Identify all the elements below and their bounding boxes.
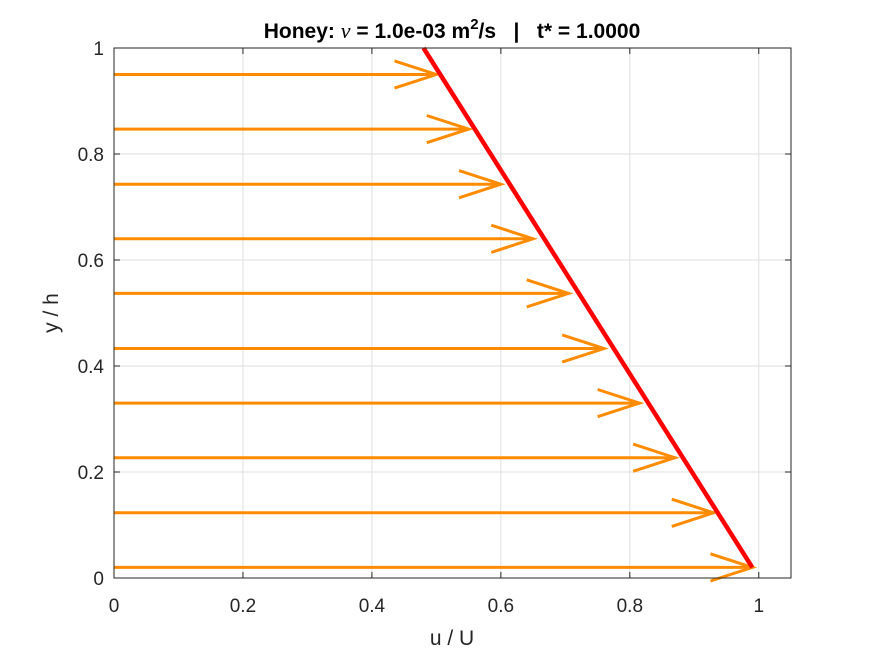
chart-title: Honey: ν = 1.0e-03 m2/s | t* = 1.0000 <box>264 16 641 43</box>
plot-background <box>114 48 791 578</box>
y-tick-label: 1 <box>93 39 104 60</box>
velocity-arrow-head <box>597 388 645 419</box>
x-tick-label: 1 <box>753 596 764 617</box>
velocity-arrow-head <box>561 333 609 364</box>
velocity-arrow-head <box>671 497 719 528</box>
plot-box <box>113 47 792 579</box>
title-suffix: /s | t* = 1.0000 <box>479 20 641 43</box>
title-prefix: Honey: <box>264 20 341 43</box>
x-tick-label: 0.2 <box>230 596 256 617</box>
axis-ticks: 0 0.2 0.4 0.6 0.8 1 0 0.2 0.4 0.6 0.8 1 <box>78 39 791 617</box>
profile-line <box>421 46 755 569</box>
title-superscript: 2 <box>470 16 478 33</box>
title-mid: = 1.0e-03 m <box>351 20 471 43</box>
x-tick-label: 0.4 <box>359 596 386 617</box>
velocity-arrow-head <box>426 114 474 145</box>
x-tick-label: 0.6 <box>488 596 514 617</box>
velocity-arrow-head <box>490 223 538 254</box>
x-axis-label: u / U <box>430 627 474 650</box>
x-tick-label: 0.8 <box>617 596 643 617</box>
velocity-arrow-head <box>394 59 442 90</box>
y-tick-label: 0.6 <box>78 251 104 272</box>
velocity-arrows <box>114 59 758 583</box>
velocity-arrow-head <box>632 442 680 473</box>
y-tick-label: 0 <box>93 569 104 590</box>
y-tick-label: 0.8 <box>78 145 104 166</box>
velocity-profile <box>421 46 755 569</box>
y-tick-label: 0.4 <box>78 357 105 378</box>
title-nu-symbol: ν <box>341 18 351 43</box>
velocity-arrow-head <box>458 169 506 200</box>
y-axis-label: y / h <box>40 293 63 333</box>
x-tick-label: 0 <box>109 596 120 617</box>
velocity-arrow-head <box>526 278 574 309</box>
y-tick-label: 0.2 <box>78 463 104 484</box>
